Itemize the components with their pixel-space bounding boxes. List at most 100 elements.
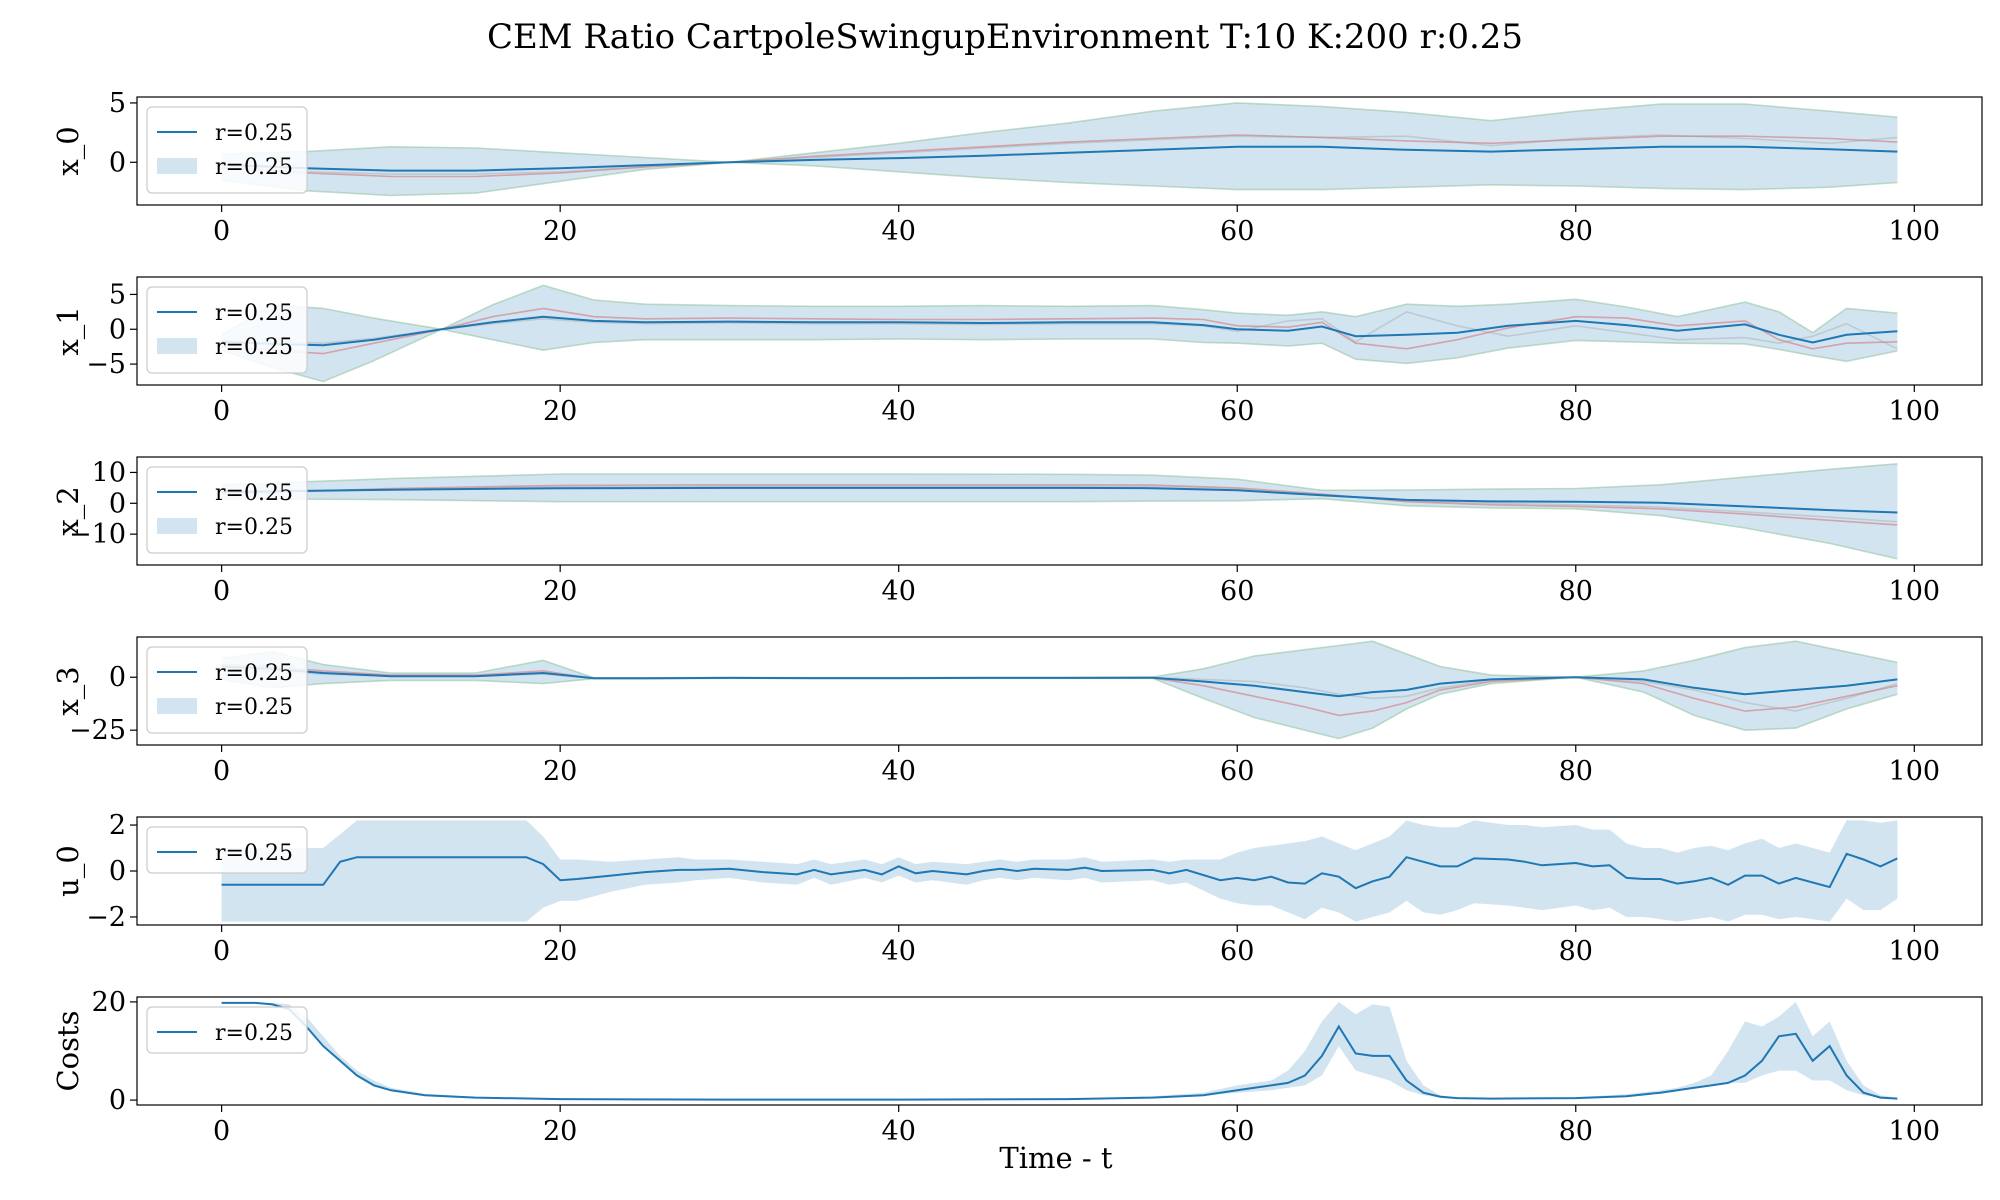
axes-frame <box>136 276 1983 386</box>
sample-trajectory-0 <box>221 134 1898 178</box>
legend-entry-label: r=0.25 <box>215 1021 293 1046</box>
axes-frame <box>136 636 1983 746</box>
x-tick-label: 80 <box>1559 756 1593 787</box>
x-tick-label: 0 <box>213 756 230 787</box>
legend-entry-label: r=0.25 <box>215 515 293 540</box>
legend-box <box>146 646 308 734</box>
sample-trajectory-0 <box>221 483 1898 526</box>
band-upper-edge <box>221 102 1898 164</box>
mean-line <box>221 852 1898 890</box>
subplot-4: 0 20 40 60 80 100 −2 0 2 u_0 r=0.25 <box>51 810 1983 967</box>
legend: r=0.25 r=0.25 <box>146 106 308 194</box>
y-axis-label: Costs <box>51 1010 85 1091</box>
legend-entry-label: r=0.25 <box>215 121 293 146</box>
y-tick-label: 5 <box>109 88 126 119</box>
x-tick-label: 60 <box>1220 936 1254 967</box>
mean-line <box>221 315 1898 347</box>
legend-box <box>146 106 308 194</box>
std-band <box>221 285 1898 382</box>
legend-box <box>146 466 308 554</box>
axes-frame <box>136 456 1983 566</box>
x-tick-label: 100 <box>1889 936 1941 967</box>
y-tick-label: −10 <box>69 519 126 550</box>
std-band <box>221 463 1898 559</box>
x-tick-label: 0 <box>213 576 230 607</box>
x-tick-label: 20 <box>543 756 577 787</box>
legend-entry-label: r=0.25 <box>215 155 293 180</box>
x-tick-label: 100 <box>1889 756 1941 787</box>
band-lower-edge <box>221 676 1898 740</box>
figure-title: CEM Ratio CartpoleSwingupEnvironment T:1… <box>487 17 1523 57</box>
y-axis-label: x_2 <box>51 486 86 535</box>
std-band <box>221 820 1898 922</box>
x-tick-label: 20 <box>543 1116 577 1147</box>
band-upper-edge <box>221 284 1898 336</box>
y-tick-label: 0 <box>109 856 126 887</box>
x-tick-label: 60 <box>1220 216 1254 247</box>
y-tick-label: 0 <box>109 488 126 519</box>
y-tick-label: 0 <box>109 147 126 178</box>
plot-area <box>221 463 1898 560</box>
legend: r=0.25 r=0.25 <box>146 286 308 374</box>
y-tick-label: 0 <box>109 662 126 693</box>
x-tick-label: 100 <box>1889 1116 1941 1147</box>
plot-area <box>221 820 1898 922</box>
plot-area <box>221 284 1898 383</box>
x-tick-label: 40 <box>882 1116 916 1147</box>
band-upper-edge <box>221 640 1898 679</box>
std-band <box>221 1001 1898 1100</box>
x-tick-label: 40 <box>882 576 916 607</box>
x-tick-label: 60 <box>1220 1116 1254 1147</box>
plot-area <box>221 1001 1898 1101</box>
x-tick-label: 0 <box>213 1116 230 1147</box>
y-axis-label: x_3 <box>51 666 86 715</box>
mean-line <box>221 1001 1898 1101</box>
y-tick-label: 0 <box>109 1085 126 1116</box>
x-axis-label: Time - t <box>999 1141 1113 1175</box>
x-tick-label: 100 <box>1889 576 1941 607</box>
x-tick-label: 80 <box>1559 1116 1593 1147</box>
y-tick-label: 5 <box>109 279 126 310</box>
x-tick-label: 80 <box>1559 396 1593 427</box>
legend-entry-label: r=0.25 <box>215 841 293 866</box>
legend-entry-label: r=0.25 <box>215 481 293 506</box>
y-axis-label: u_0 <box>51 845 86 897</box>
band-lower-edge <box>221 497 1898 560</box>
x-tick-label: 100 <box>1889 396 1941 427</box>
band-lower-edge <box>221 161 1898 197</box>
legend: r=0.25 <box>146 826 308 874</box>
legend-band-swatch <box>157 338 197 354</box>
x-tick-label: 40 <box>882 216 916 247</box>
x-tick-label: 40 <box>882 756 916 787</box>
x-tick-label: 20 <box>543 576 577 607</box>
legend-band-swatch <box>157 518 197 534</box>
legend-entry-label: r=0.25 <box>215 301 293 326</box>
x-tick-label: 20 <box>543 216 577 247</box>
legend-box <box>146 1006 308 1054</box>
x-tick-label: 80 <box>1559 216 1593 247</box>
y-tick-label: −5 <box>86 349 126 380</box>
y-tick-label: 20 <box>92 987 126 1018</box>
legend-box <box>146 286 308 374</box>
legend-entry-label: r=0.25 <box>215 661 293 686</box>
x-tick-label: 40 <box>882 936 916 967</box>
legend: r=0.25 <box>146 1006 308 1054</box>
legend: r=0.25 r=0.25 <box>146 646 308 734</box>
mean-line <box>221 486 1898 514</box>
y-axis-label: x_1 <box>51 306 86 355</box>
x-tick-label: 0 <box>213 396 230 427</box>
sample-trajectory-0 <box>221 663 1898 717</box>
plot-area <box>221 102 1898 197</box>
band-lower-edge <box>221 328 1898 383</box>
mean-line <box>221 665 1898 698</box>
x-tick-label: 0 <box>213 216 230 247</box>
legend-band-swatch <box>157 698 197 714</box>
std-band <box>221 102 1898 196</box>
x-tick-label: 60 <box>1220 576 1254 607</box>
x-tick-label: 20 <box>543 936 577 967</box>
x-tick-label: 60 <box>1220 756 1254 787</box>
